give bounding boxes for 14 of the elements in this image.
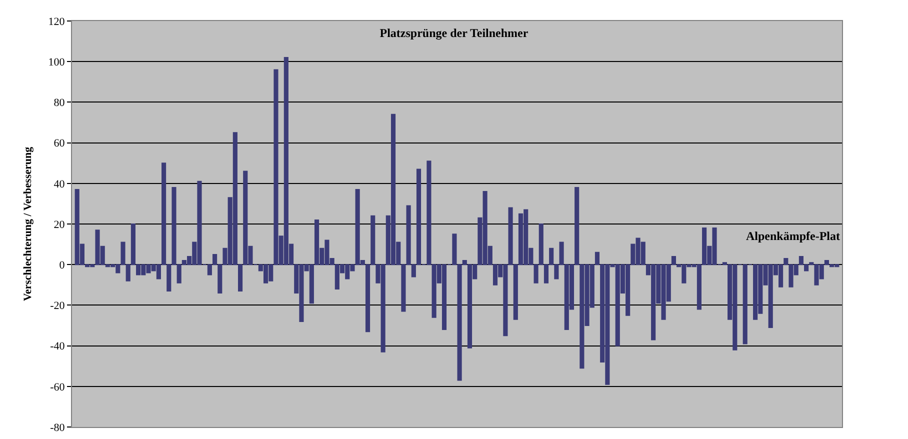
y-tick-label: -80 <box>50 422 66 434</box>
y-tick-label: -40 <box>50 340 66 353</box>
y-tick-label: 80 <box>54 97 66 110</box>
y-tick-label: 60 <box>54 138 66 150</box>
y-tick-label: 20 <box>54 218 66 231</box>
y-tick-label: 40 <box>54 178 66 190</box>
y-axis-title: Verschlechterung / Verbesserung <box>22 146 34 302</box>
annotation: Alpenkämpfe-Plat <box>746 229 840 243</box>
y-tick-label: 120 <box>48 16 66 28</box>
y-tick-label: 100 <box>48 56 66 68</box>
text: Platzsprünge der Teilnehmer <box>380 26 529 40</box>
y-tick-label: 0 <box>59 259 66 272</box>
y-tick-label: -60 <box>50 381 66 394</box>
y-tick-label: -20 <box>50 300 66 312</box>
